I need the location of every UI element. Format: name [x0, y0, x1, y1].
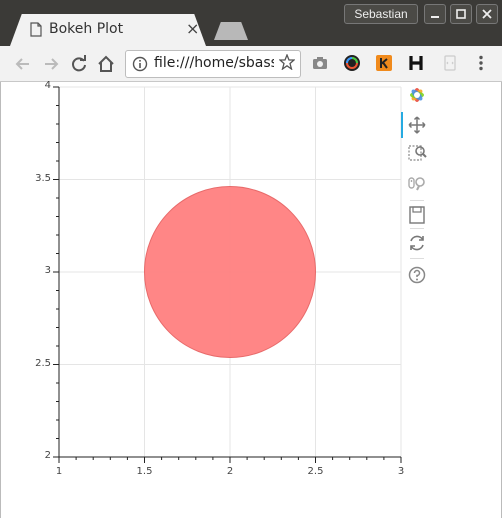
x-tick-label: 1.5: [136, 466, 153, 477]
forward-arrow-icon[interactable]: [40, 53, 62, 75]
kebab-menu-icon[interactable]: [472, 54, 490, 72]
minimize-button[interactable]: [424, 4, 446, 24]
close-tab-icon[interactable]: ×: [186, 19, 200, 38]
x-tick-label: 1: [55, 466, 63, 477]
tool-separator: [410, 228, 424, 229]
close-icon: [482, 9, 492, 19]
x-tick-label: 3: [397, 466, 405, 477]
x-tick-label: 2: [226, 466, 234, 477]
maximize-icon: [456, 9, 466, 19]
wheel-zoom-tool-icon[interactable]: [406, 172, 428, 194]
info-icon[interactable]: [132, 56, 148, 72]
active-tool-indicator: [401, 112, 403, 138]
reader-extension-icon[interactable]: [441, 54, 459, 72]
color-picker-extension-icon[interactable]: [343, 54, 361, 72]
star-icon[interactable]: [279, 54, 295, 70]
pan-tool-icon[interactable]: [406, 114, 428, 136]
circle-glyph: [144, 186, 316, 358]
y-tick-label: 2.5: [35, 357, 51, 369]
close-window-button[interactable]: [476, 4, 498, 24]
reset-tool-icon[interactable]: [406, 232, 428, 254]
new-tab-button[interactable]: [214, 22, 248, 40]
tool-separator: [410, 200, 424, 201]
url-text[interactable]: file:///home/sbassi,: [154, 55, 274, 71]
home-icon[interactable]: [95, 53, 117, 75]
k-extension-icon[interactable]: [375, 54, 393, 72]
box-zoom-tool-icon[interactable]: [406, 142, 428, 164]
x-tick-label: 2.5: [307, 466, 324, 477]
tab-bokeh-plot[interactable]: [10, 14, 206, 46]
back-arrow-icon[interactable]: [12, 53, 34, 75]
maximize-button[interactable]: [450, 4, 472, 24]
camera-icon[interactable]: [311, 54, 329, 72]
plot-axes: [53, 86, 402, 463]
bokeh-logo-icon[interactable]: [406, 84, 428, 106]
y-tick-label: 3: [44, 265, 51, 276]
page-icon: [30, 22, 42, 37]
profile-button[interactable]: Sebastian: [344, 4, 418, 24]
plot-renderers: [144, 186, 316, 358]
y-tick-label: 2: [44, 450, 51, 461]
tab-title: Bokeh Plot: [49, 21, 124, 37]
y-tick-label: 3.5: [35, 172, 51, 184]
tool-separator: [410, 258, 424, 259]
bokeh-plot[interactable]: [0, 82, 502, 518]
save-tool-icon[interactable]: [406, 204, 428, 226]
h-extension-icon[interactable]: [407, 54, 425, 72]
y-tick-label: 4: [44, 80, 51, 91]
address-bar[interactable]: [125, 50, 301, 78]
help-tool-icon[interactable]: [406, 264, 428, 286]
reload-icon[interactable]: [68, 53, 90, 75]
minimize-icon: [431, 16, 439, 18]
